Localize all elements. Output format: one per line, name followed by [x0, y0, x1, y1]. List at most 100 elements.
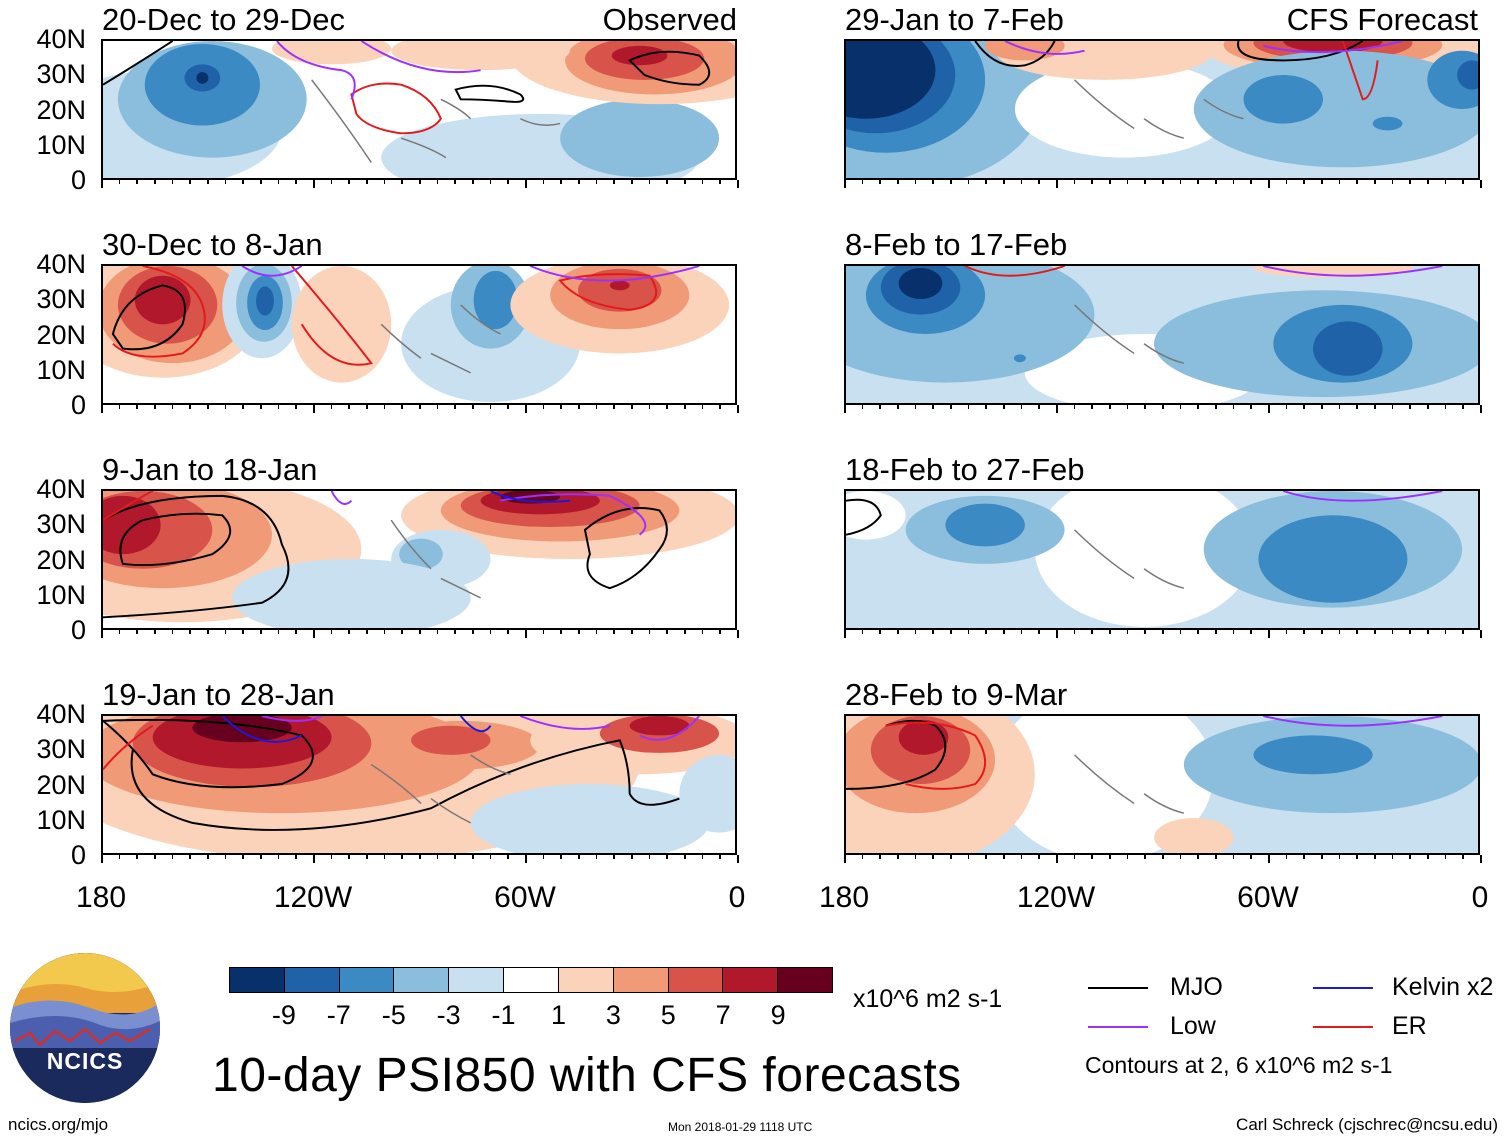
axis-tick: [578, 405, 580, 409]
axis-tick: [595, 855, 598, 859]
axis-tick: [1144, 180, 1146, 184]
lon-label: 60W: [494, 881, 556, 914]
axis-tick: [1020, 405, 1023, 409]
axis-tick: [507, 855, 509, 859]
axis-tick: [242, 855, 244, 859]
axis-tick: [348, 855, 350, 859]
axis-tick: [1480, 855, 1482, 863]
axis-tick: [1391, 630, 1394, 634]
axis-tick: [489, 405, 492, 409]
axis-tick: [684, 405, 686, 409]
axis-tick: [1356, 630, 1358, 634]
axis-tick: [489, 855, 492, 859]
axis-tick: [1321, 630, 1323, 634]
footer-url[interactable]: ncics.org/mjo: [8, 1115, 109, 1134]
axis-tick: [879, 630, 881, 634]
axis-tick: [507, 405, 509, 409]
axis-tick: [366, 405, 368, 409]
axis-tick: [277, 630, 280, 634]
axis-tick: [525, 405, 527, 413]
axis-tick: [1285, 630, 1288, 634]
axis-tick: [1126, 180, 1129, 184]
axis-tick: [1391, 405, 1394, 409]
map-panel-r0: [844, 39, 1480, 180]
axis-tick: [277, 405, 280, 409]
axis-tick: [1020, 180, 1023, 184]
axis-tick: [613, 180, 615, 184]
axis-tick: [1480, 180, 1482, 188]
axis-tick: [207, 405, 209, 409]
axis-tick: [861, 180, 864, 184]
axis-tick: [578, 180, 580, 184]
axis-tick: [242, 405, 244, 409]
axis-tick: [666, 630, 668, 634]
axis-tick: [595, 180, 598, 184]
axis-tick: [1480, 405, 1482, 413]
axis-tick: [1197, 855, 1199, 859]
axis-tick: [454, 405, 456, 409]
colorbar-bin: [394, 968, 450, 992]
axis-tick: [260, 855, 262, 859]
axis-tick: [171, 630, 174, 634]
axis-tick: [1126, 405, 1129, 409]
axis-tick: [454, 180, 456, 184]
colorbar-label: 5: [660, 1000, 676, 1030]
panel-title-l2: 9-Jan to 18-Jan: [102, 452, 318, 487]
axis-tick: [1091, 630, 1093, 634]
axis-tick: [1215, 180, 1217, 184]
axis-tick: [985, 180, 987, 184]
lat-label: 10N: [36, 804, 86, 835]
logo-text: NCICS: [46, 1048, 124, 1074]
axis-tick: [950, 180, 952, 184]
axis-tick: [1109, 630, 1111, 634]
axis-tick: [489, 630, 492, 634]
axis-tick: [967, 855, 970, 859]
axis-tick: [1056, 630, 1058, 638]
axis-tick: [383, 630, 386, 634]
axis-tick: [1427, 405, 1429, 409]
axis-tick: [684, 180, 686, 184]
axis-tick: [1409, 855, 1411, 859]
axis-tick: [666, 855, 668, 859]
axis-tick: [1003, 855, 1005, 859]
lat-label: 40N: [36, 699, 86, 729]
footer-author: Carl Schreck (cjschrec@ncsu.edu): [1236, 1115, 1498, 1134]
axis-tick: [189, 630, 191, 634]
axis-tick: [118, 405, 121, 409]
axis-tick: [1162, 855, 1164, 859]
axis-tick: [154, 180, 156, 184]
lat-label: 40N: [36, 474, 86, 504]
axis-tick: [101, 405, 103, 413]
axis-tick: [472, 630, 474, 634]
axis-tick: [560, 180, 562, 184]
axis-tick: [950, 630, 952, 634]
axis-tick: [1268, 630, 1270, 638]
axis-tick: [1232, 630, 1235, 634]
axis-tick: [578, 630, 580, 634]
axis-tick: [648, 180, 651, 184]
legend-mjo-label: MJO: [1170, 973, 1223, 1001]
axis-tick: [1285, 855, 1288, 859]
axis-tick: [436, 630, 439, 634]
legend-kelvin-line: [1313, 987, 1373, 989]
axis-tick: [542, 405, 545, 409]
axis-tick: [844, 405, 846, 413]
colorbar-label: -1: [491, 1000, 516, 1030]
lon-label: 180: [75, 881, 127, 914]
axis-tick: [1356, 180, 1358, 184]
axis-tick: [1003, 630, 1005, 634]
axis-tick: [701, 180, 704, 184]
axis-tick: [1091, 405, 1093, 409]
axis-tick: [419, 180, 421, 184]
axis-tick: [1232, 180, 1235, 184]
axis-tick: [1480, 630, 1482, 638]
axis-tick: [1285, 180, 1288, 184]
lat-label: 10N: [36, 129, 86, 160]
axis-tick: [932, 855, 934, 859]
axis-tick: [348, 630, 350, 634]
axis-tick: [1338, 630, 1341, 634]
axis-tick: [932, 405, 934, 409]
axis-tick: [1356, 855, 1358, 859]
axis-tick: [101, 855, 103, 863]
axis-tick: [914, 405, 917, 409]
